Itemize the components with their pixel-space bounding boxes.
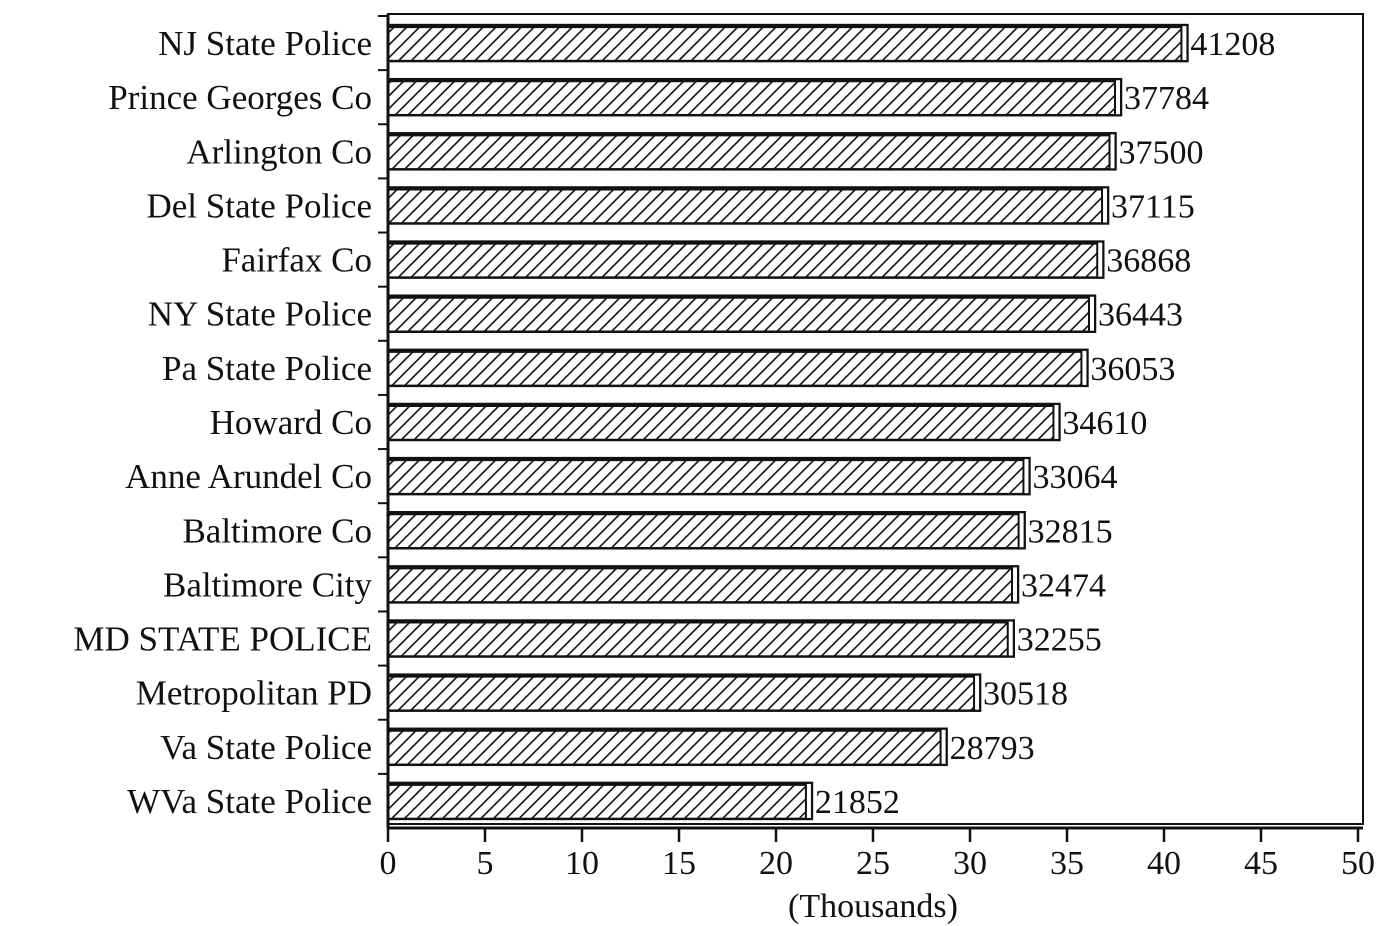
bar xyxy=(386,186,1110,225)
bar-end-cap xyxy=(1017,511,1026,550)
bar-end-cap xyxy=(1010,565,1019,604)
value-label: 36443 xyxy=(1098,297,1183,334)
bar-end-cap xyxy=(1022,457,1031,496)
bar-end-cap xyxy=(804,781,813,820)
x-axis-ticks: 0 5 10 15 20 25 30 35 40 45 50 xyxy=(380,828,1375,882)
value-label: 28793 xyxy=(950,730,1035,767)
value-label: 37115 xyxy=(1111,188,1195,225)
bar-end-cap xyxy=(1087,294,1096,333)
category-label: Arlington Co xyxy=(186,132,372,171)
value-label: 34610 xyxy=(1062,405,1147,442)
value-label: 36868 xyxy=(1106,243,1191,280)
bar-end-cap xyxy=(1180,24,1189,63)
bar-end-cap xyxy=(973,673,982,712)
bar xyxy=(386,77,1123,117)
category-label: Pa State Police xyxy=(162,349,372,388)
category-label: Del State Police xyxy=(146,186,372,225)
bar xyxy=(386,23,1189,63)
bar xyxy=(386,456,1031,496)
x-tick-label: 0 xyxy=(380,845,397,882)
value-label: 21852 xyxy=(815,784,900,821)
category-label: WVa State Police xyxy=(127,782,372,821)
value-label: 41208 xyxy=(1190,26,1275,63)
value-labels: 41208 37784 37500 37115 36868 36443 36053 34610… xyxy=(815,26,1276,821)
bar xyxy=(386,132,1117,171)
category-label: Howard Co xyxy=(210,403,372,442)
x-tick-label: 40 xyxy=(1147,845,1181,882)
bar xyxy=(386,727,948,767)
bar-end-cap xyxy=(1052,403,1061,441)
category-labels: NJ State Police Prince Georges Co Arlingto… xyxy=(73,24,372,821)
x-tick-label: 30 xyxy=(953,845,987,882)
x-tick-label: 45 xyxy=(1244,845,1278,882)
bar xyxy=(386,673,982,712)
value-label: 37784 xyxy=(1124,80,1209,117)
x-tick-label: 25 xyxy=(856,845,890,882)
x-tick-label: 10 xyxy=(565,845,599,882)
bar xyxy=(386,565,1020,604)
value-label: 32815 xyxy=(1028,513,1113,550)
category-label: Baltimore City xyxy=(163,565,373,604)
category-label: Anne Arundel Co xyxy=(125,457,372,496)
category-label: Prince Georges Co xyxy=(108,78,372,117)
category-label: Fairfax Co xyxy=(221,241,372,280)
value-label: 36053 xyxy=(1090,351,1175,388)
category-label: MD STATE POLICE xyxy=(73,620,372,659)
value-label: 30518 xyxy=(983,676,1068,713)
category-label: Baltimore Co xyxy=(182,511,372,550)
value-label: 33064 xyxy=(1032,459,1117,496)
bar-end-cap xyxy=(1108,132,1117,171)
x-axis-title: (Thousands) xyxy=(788,888,958,925)
bar xyxy=(386,240,1105,279)
bar xyxy=(386,781,814,821)
x-tick-label: 35 xyxy=(1050,845,1084,882)
bar-end-cap xyxy=(1101,186,1110,225)
bar xyxy=(386,402,1061,442)
x-tick-label: 50 xyxy=(1341,845,1375,882)
bar xyxy=(386,348,1089,388)
value-label: 32474 xyxy=(1021,567,1106,604)
bar-end-cap xyxy=(1114,78,1123,117)
category-label: Va State Police xyxy=(160,728,372,767)
bar-end-cap xyxy=(1080,348,1089,387)
category-label: NJ State Police xyxy=(158,24,372,63)
value-label: 37500 xyxy=(1119,134,1204,171)
value-label: 32255 xyxy=(1017,622,1102,659)
bar-end-cap xyxy=(939,727,948,766)
bar xyxy=(386,619,1015,658)
x-tick-label: 5 xyxy=(477,845,494,882)
x-tick-label: 15 xyxy=(662,845,696,882)
bar-end-cap xyxy=(1096,240,1105,279)
bar-end-cap xyxy=(1006,619,1015,658)
category-label: NY State Police xyxy=(148,295,372,334)
category-label: Metropolitan PD xyxy=(136,674,372,713)
bar xyxy=(386,511,1026,550)
x-tick-label: 20 xyxy=(759,845,793,882)
bar xyxy=(386,294,1097,333)
